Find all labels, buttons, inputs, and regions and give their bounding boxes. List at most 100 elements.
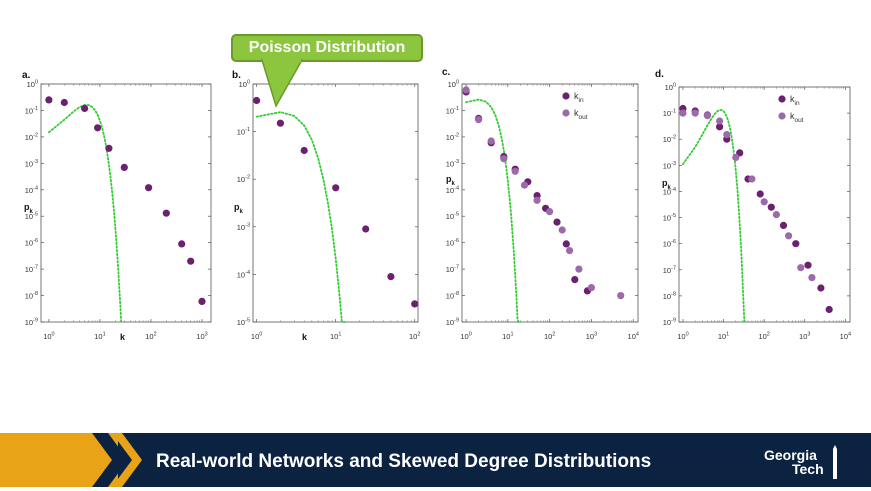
poisson-curve bbox=[255, 111, 346, 323]
y-tick-label: 100 bbox=[239, 80, 250, 90]
poisson-curve bbox=[48, 104, 123, 323]
x-tick-label: 101 bbox=[502, 332, 513, 342]
data-point-k-out bbox=[575, 265, 583, 273]
y-tick-label: 10-6 bbox=[446, 238, 459, 248]
y-tick-label: 10-5 bbox=[446, 212, 459, 222]
y-tick-label: 10-8 bbox=[663, 291, 676, 301]
data-point-k-in bbox=[767, 203, 775, 211]
data-point-k-in bbox=[779, 221, 788, 229]
x-tick-label: 102 bbox=[544, 332, 555, 342]
y-tick-label: 10-7 bbox=[446, 265, 459, 275]
data-point-k-out bbox=[703, 112, 712, 120]
panel-label: a. bbox=[22, 70, 31, 81]
x-tick-label: 101 bbox=[94, 332, 105, 342]
data-point-k-out bbox=[566, 247, 574, 255]
data-point-k-out bbox=[772, 211, 781, 219]
y-tick-label: 10-9 bbox=[663, 318, 676, 328]
data-point bbox=[94, 124, 102, 132]
y-tick-label: 10-3 bbox=[237, 222, 250, 232]
data-point-k-in bbox=[562, 240, 570, 248]
data-point-k-out bbox=[520, 181, 529, 189]
legend-label: kin bbox=[574, 91, 584, 104]
y-tick-label: 10-9 bbox=[25, 318, 38, 328]
x-tick-label: 103 bbox=[799, 332, 810, 342]
poisson-callout: Poisson Distribution bbox=[231, 34, 423, 62]
data-point bbox=[60, 98, 68, 107]
data-point bbox=[300, 146, 308, 155]
y-tick-label: 10-3 bbox=[446, 159, 459, 169]
y-tick-label: 10-9 bbox=[446, 318, 459, 328]
data-point bbox=[45, 96, 53, 104]
y-axis-label: pk bbox=[24, 202, 34, 215]
x-tick-label: 104 bbox=[628, 332, 639, 342]
x-tick-label: 102 bbox=[145, 332, 156, 342]
panel-label: c. bbox=[442, 67, 451, 78]
x-axis-label: k bbox=[120, 332, 126, 342]
data-point bbox=[105, 144, 113, 152]
y-tick-label: 10-7 bbox=[25, 265, 38, 275]
legend-marker bbox=[778, 95, 786, 103]
panel-label: d. bbox=[655, 69, 664, 80]
footer-bar: Real-world Networks and Skewed Degree Di… bbox=[0, 433, 871, 487]
logo-word-georgia: Georgia bbox=[764, 447, 817, 463]
y-tick-label: 10-2 bbox=[446, 132, 459, 142]
y-tick-label: 100 bbox=[665, 83, 676, 93]
data-point-k-in bbox=[804, 261, 812, 269]
data-point-k-out bbox=[475, 116, 483, 124]
y-tick-label: 10-6 bbox=[663, 239, 676, 249]
panel-label: b. bbox=[232, 70, 241, 81]
y-tick-label: 10-1 bbox=[237, 127, 250, 137]
x-tick-label: 100 bbox=[460, 332, 471, 342]
data-point bbox=[253, 96, 261, 105]
data-point-k-out bbox=[462, 86, 470, 94]
data-point-k-out bbox=[617, 292, 625, 300]
data-point-k-out bbox=[679, 109, 687, 117]
data-point-k-in bbox=[817, 284, 825, 292]
x-tick-label: 103 bbox=[586, 332, 597, 342]
legend-marker bbox=[562, 92, 570, 100]
poisson-curve bbox=[682, 109, 746, 323]
y-tick-label: 10-6 bbox=[25, 238, 38, 248]
plot-frame bbox=[252, 83, 419, 323]
data-point-k-in bbox=[553, 218, 561, 226]
x-tick-label: 100 bbox=[43, 332, 54, 342]
georgia-tech-logo: Georgia Tech bbox=[758, 445, 858, 479]
plot-frame bbox=[461, 83, 639, 323]
data-point bbox=[276, 119, 284, 127]
legend-label: kout bbox=[574, 108, 588, 121]
panel-c: 100 10-1 10-2 10-3 10-4 10-5 10-6 10-7 10-8 10-9 1… bbox=[442, 67, 639, 341]
y-tick-label: 10-1 bbox=[663, 109, 676, 119]
y-tick-label: 100 bbox=[27, 80, 38, 90]
data-point bbox=[362, 225, 370, 233]
legend-marker bbox=[778, 112, 786, 120]
x-tick-label: 101 bbox=[718, 332, 729, 342]
y-tick-label: 10-8 bbox=[446, 291, 459, 301]
x-tick-label: 100 bbox=[251, 332, 262, 342]
x-tick-label: 104 bbox=[840, 332, 851, 342]
y-tick-label: 10-1 bbox=[446, 106, 459, 116]
y-axis-label: pk bbox=[446, 174, 456, 187]
x-axis-label: k bbox=[302, 332, 308, 342]
data-point bbox=[120, 163, 128, 171]
x-tick-label: 101 bbox=[330, 332, 341, 342]
y-tick-label: 10-4 bbox=[237, 270, 250, 280]
chevron-icon bbox=[92, 433, 142, 487]
data-point-k-out bbox=[797, 264, 805, 272]
data-point bbox=[178, 240, 186, 248]
y-tick-label: 10-1 bbox=[25, 106, 38, 116]
y-tick-label: 10-8 bbox=[25, 291, 38, 301]
data-point-k-out bbox=[785, 232, 793, 240]
y-axis-label: pk bbox=[662, 178, 672, 191]
y-tick-label: 10-5 bbox=[237, 318, 250, 328]
data-point-k-in bbox=[571, 276, 579, 284]
y-tick-label: 10-2 bbox=[237, 175, 250, 185]
x-tick-label: 102 bbox=[758, 332, 769, 342]
y-tick-label: 10-4 bbox=[663, 187, 676, 197]
panel-a: 100 10-1 10-2 10-3 10-4 10-5 10-6 10-7 10-8 10-9 1… bbox=[22, 70, 212, 342]
data-point-k-out bbox=[487, 137, 495, 145]
data-point bbox=[145, 184, 153, 192]
y-tick-label: 10-4 bbox=[446, 185, 459, 195]
data-point bbox=[187, 257, 195, 265]
x-tick-label: 100 bbox=[677, 332, 688, 342]
